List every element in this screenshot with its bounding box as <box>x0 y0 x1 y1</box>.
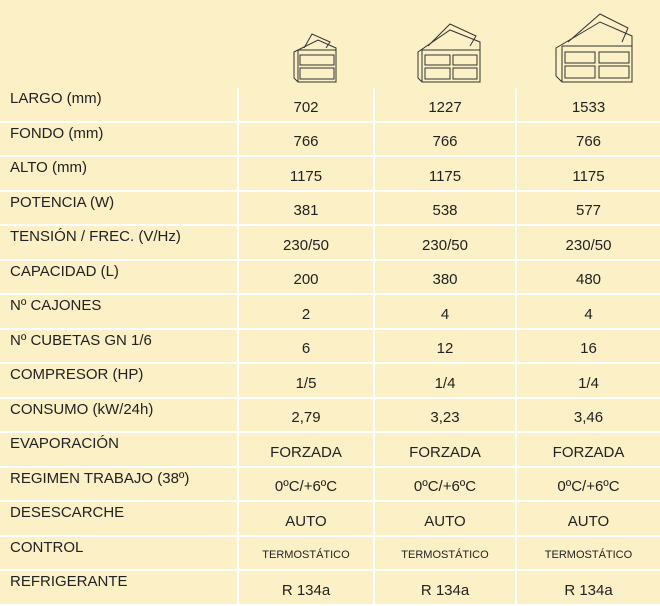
cell-value: FORZADA <box>516 432 660 468</box>
row-label: POTENCIA (W) <box>0 190 239 226</box>
row-label: REGIMEN TRABAJO (38º) <box>0 466 239 502</box>
page: LARGO (mm) 702 1227 1533 FONDO (mm) 766 766 766… <box>0 13 660 606</box>
cell-value: 766 <box>516 121 660 157</box>
row-label: CONSUMO (kW/24h) <box>0 397 239 433</box>
cell-value: 1227 <box>374 88 517 123</box>
row-label: CONTROL <box>0 535 239 571</box>
cell-value: 0ºC/+6ºC <box>238 466 375 502</box>
spec-row: Nº CUBETAS GN 1/6 6 12 16 <box>0 328 660 364</box>
cell-value: R 134a <box>238 570 375 606</box>
cell-value: 1175 <box>516 156 660 192</box>
counter-small <box>293 33 337 83</box>
cell-value: 4 <box>374 294 517 330</box>
cell-value: 766 <box>374 121 517 157</box>
cell-value: 16 <box>516 328 660 364</box>
cell-value: 200 <box>238 259 375 295</box>
spec-row: ALTO (mm) 1175 1175 1175 <box>0 156 660 192</box>
product-images <box>293 13 633 83</box>
cell-value: AUTO <box>374 501 517 537</box>
cell-value: 538 <box>374 190 517 226</box>
row-label: ALTO (mm) <box>0 156 239 192</box>
cell-value: 2 <box>238 294 375 330</box>
cell-value: 480 <box>516 259 660 295</box>
spec-row: TENSIÓN / FREC. (V/Hz) 230/50 230/50 230/50 <box>0 225 660 261</box>
cell-value: 4 <box>516 294 660 330</box>
spec-row: COMPRESOR (HP) 1/5 1/4 1/4 <box>0 363 660 399</box>
row-label: LARGO (mm) <box>0 88 239 123</box>
cell-value: 380 <box>374 259 517 295</box>
cell-value: 0ºC/+6ºC <box>374 466 517 502</box>
spec-row: FONDO (mm) 766 766 766 <box>0 121 660 157</box>
cell-value: 1533 <box>516 88 660 123</box>
cell-value: 12 <box>374 328 517 364</box>
row-label: TENSIÓN / FREC. (V/Hz) <box>0 225 239 261</box>
cell-value: TERMOSTÁTICO <box>238 535 375 571</box>
cell-value: 3,46 <box>516 397 660 433</box>
cell-value: R 134a <box>374 570 517 606</box>
cell-value: 6 <box>238 328 375 364</box>
row-label: DESESCARCHE <box>0 501 239 537</box>
counter-large <box>555 13 633 83</box>
row-label: FONDO (mm) <box>0 121 239 157</box>
spec-row: POTENCIA (W) 381 538 577 <box>0 190 660 226</box>
cell-value: TERMOSTÁTICO <box>516 535 660 571</box>
cell-value: 3,23 <box>374 397 517 433</box>
cell-value: 230/50 <box>238 225 375 261</box>
cell-value: 1/5 <box>238 363 375 399</box>
cell-value: 577 <box>516 190 660 226</box>
spec-row: REGIMEN TRABAJO (38º) 0ºC/+6ºC 0ºC/+6ºC 0ºC… <box>0 466 660 502</box>
spec-row: EVAPORACIÓN FORZADA FORZADA FORZADA <box>0 432 660 468</box>
counter-medium <box>417 23 481 83</box>
spec-row: LARGO (mm) 702 1227 1533 <box>0 88 660 123</box>
row-label: EVAPORACIÓN <box>0 432 239 468</box>
row-label: REFRIGERANTE <box>0 570 239 606</box>
cell-value: 0ºC/+6ºC <box>516 466 660 502</box>
spec-row: CONSUMO (kW/24h) 2,79 3,23 3,46 <box>0 397 660 433</box>
spec-row: REFRIGERANTE R 134a R 134a R 134a <box>0 570 660 606</box>
row-label: Nº CAJONES <box>0 294 239 330</box>
cell-value: 2,79 <box>238 397 375 433</box>
cell-value: FORZADA <box>238 432 375 468</box>
cell-value: 381 <box>238 190 375 226</box>
spec-row: CAPACIDAD (L) 200 380 480 <box>0 259 660 295</box>
cell-value: 1/4 <box>374 363 517 399</box>
cell-value: FORZADA <box>374 432 517 468</box>
cell-value: R 134a <box>516 570 660 606</box>
cell-value: 1/4 <box>516 363 660 399</box>
cell-value: 1175 <box>374 156 517 192</box>
cell-value: AUTO <box>516 501 660 537</box>
row-label: COMPRESOR (HP) <box>0 363 239 399</box>
spec-row: DESESCARCHE AUTO AUTO AUTO <box>0 501 660 537</box>
cell-value: 766 <box>238 121 375 157</box>
cell-value: AUTO <box>238 501 375 537</box>
spec-table: LARGO (mm) 702 1227 1533 FONDO (mm) 766 766 766… <box>0 88 660 606</box>
cell-value: TERMOSTÁTICO <box>374 535 517 571</box>
cell-value: 230/50 <box>374 225 517 261</box>
row-label: CAPACIDAD (L) <box>0 259 239 295</box>
row-label: Nº CUBETAS GN 1/6 <box>0 328 239 364</box>
cell-value: 1175 <box>238 156 375 192</box>
cell-value: 702 <box>238 88 375 123</box>
cell-value: 230/50 <box>516 225 660 261</box>
spec-row: CONTROL TERMOSTÁTICO TERMOSTÁTICO TERMOSTÁT… <box>0 535 660 571</box>
spec-row: Nº CAJONES 2 4 4 <box>0 294 660 330</box>
